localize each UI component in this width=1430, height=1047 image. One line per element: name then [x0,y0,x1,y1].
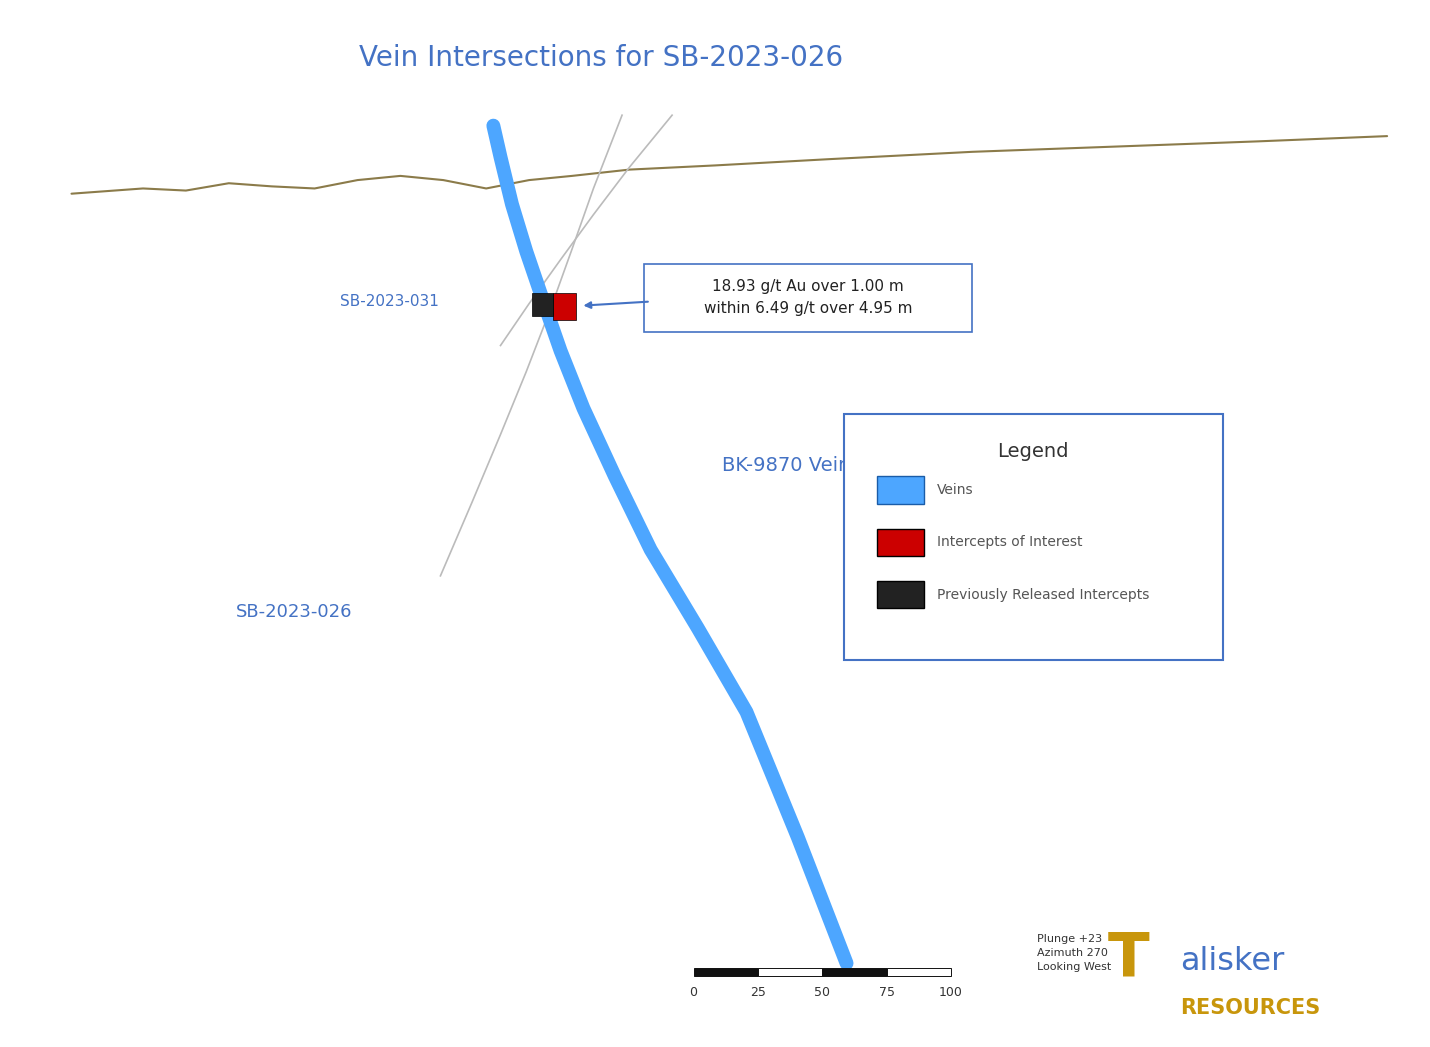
Bar [877,581,924,608]
Bar [553,293,576,320]
Text: alisker: alisker [1180,945,1284,977]
Bar [877,476,924,504]
Text: Legend: Legend [998,442,1068,461]
Text: BK-9870 Vein: BK-9870 Vein [722,456,851,475]
Bar [822,968,887,976]
FancyBboxPatch shape [844,414,1223,660]
Text: RESOURCES: RESOURCES [1180,998,1320,1018]
Text: 18.93 g/t Au over 1.00 m
within 6.49 g/t over 4.95 m: 18.93 g/t Au over 1.00 m within 6.49 g/t… [704,280,912,316]
Text: 100: 100 [940,986,962,999]
Bar [887,968,951,976]
Text: Plunge +23
Azimuth 270
Looking West: Plunge +23 Azimuth 270 Looking West [1037,934,1111,972]
Text: Previously Released Intercepts: Previously Released Intercepts [937,587,1150,602]
Text: Veins: Veins [937,483,974,497]
Text: Vein Intersections for SB-2023-026: Vein Intersections for SB-2023-026 [359,44,842,71]
Text: T: T [1108,931,1150,989]
Text: Intercepts of Interest: Intercepts of Interest [937,535,1083,550]
Text: 25: 25 [749,986,766,999]
Bar [877,529,924,556]
Bar [532,293,553,316]
Text: 0: 0 [689,986,698,999]
Text: 75: 75 [878,986,895,999]
Text: 50: 50 [814,986,831,999]
FancyBboxPatch shape [644,264,972,332]
Text: SB-2023-026: SB-2023-026 [236,603,352,622]
Bar [694,968,758,976]
Bar [758,968,822,976]
Text: SB-2023-031: SB-2023-031 [340,294,439,309]
